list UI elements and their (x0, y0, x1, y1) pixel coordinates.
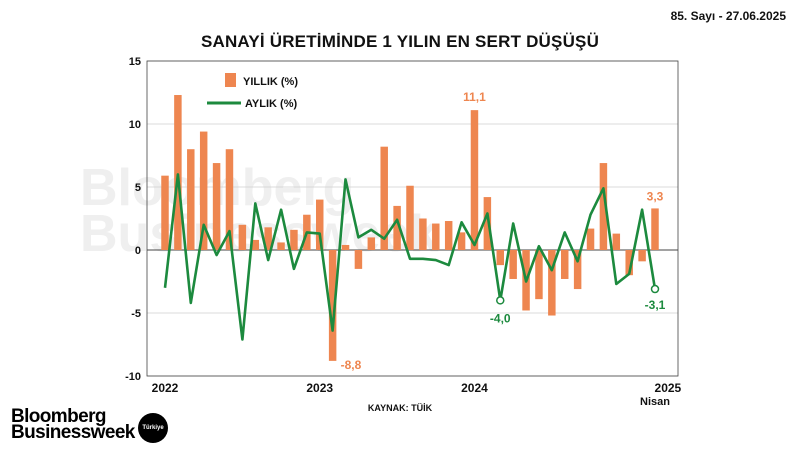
plot-frame (146, 60, 679, 377)
bar-yillik (315, 199, 324, 250)
bar-yillik (277, 242, 285, 250)
bar-yillik (187, 149, 195, 250)
source-label: KAYNAK: TÜİK (367, 403, 433, 413)
bar-yillik (483, 197, 492, 250)
y-tick-label: 10 (129, 119, 141, 131)
x-period-label: Nisan (640, 396, 670, 408)
bar-yillik (419, 218, 427, 250)
bar-yillik (496, 250, 505, 266)
bar-yillik (599, 163, 608, 250)
bar-yillik (612, 233, 621, 250)
bar-yillik (444, 221, 453, 250)
x-tick-label: 2025 (655, 381, 682, 395)
issue-date: 85. Sayı - 27.06.2025 (670, 9, 786, 23)
data-label: -3,1 (645, 298, 666, 312)
bar-yillik (651, 208, 659, 250)
bar-yillik (238, 224, 247, 250)
x-tick-label: 2023 (306, 381, 333, 395)
brand-line-1: Bloomberg (11, 406, 106, 427)
bar-yillik (586, 228, 595, 250)
chart-title: SANAYİ ÜRETİMİNDE 1 YILIN EN SERT DÜŞÜŞÜ (200, 32, 600, 51)
legend-label: YILLIK (%) (243, 76, 298, 88)
bar-yillik (367, 237, 376, 250)
marker-aylik (496, 296, 505, 305)
bar-yillik (264, 227, 272, 250)
bar-yillik (406, 185, 414, 250)
brand-logo: Bloomberg Businessweek (11, 406, 135, 443)
bar-yillik (548, 250, 556, 316)
y-tick-label: -10 (125, 371, 141, 383)
y-tick-label: 0 (135, 245, 141, 257)
bar-yillik (251, 239, 260, 250)
bar-yillik (560, 250, 569, 279)
bar-yillik (432, 223, 440, 250)
brand-line-2: Businessweek (11, 422, 135, 443)
bar-yillik (199, 131, 208, 250)
y-tick-label: -5 (131, 308, 141, 320)
legend-label: AYLIK (%) (245, 98, 297, 110)
bar-yillik (573, 250, 582, 290)
y-tick-label: 15 (129, 56, 141, 68)
bar-yillik (174, 95, 182, 251)
bar-yillik (535, 250, 543, 300)
data-label: -8,8 (341, 358, 362, 372)
bar-yillik (638, 250, 646, 262)
bar-yillik (354, 250, 363, 269)
bar-yillik (161, 175, 169, 250)
bar-yillik (393, 205, 401, 250)
brand-badge: Türkiye (138, 413, 168, 443)
y-tick-label: 5 (135, 182, 141, 194)
bar-yillik (457, 232, 466, 250)
bar-yillik (225, 149, 234, 250)
bar-yillik (509, 250, 517, 279)
data-label: 3,3 (647, 189, 664, 203)
marker-aylik (650, 284, 660, 294)
bar-yillik (290, 229, 298, 250)
x-tick-label: 2022 (152, 381, 179, 395)
bar-yillik (470, 110, 479, 250)
line-aylik (163, 173, 657, 341)
bar-yillik (212, 163, 221, 250)
legend-swatch-bar (225, 73, 236, 87)
bar-yillik (625, 250, 633, 276)
bar-yillik (341, 244, 350, 250)
bar-yillik (380, 146, 388, 250)
bar-yillik (328, 250, 337, 361)
x-tick-label: 2024 (461, 381, 488, 395)
data-label: -4,0 (490, 311, 511, 325)
data-label: 11,1 (463, 90, 486, 104)
